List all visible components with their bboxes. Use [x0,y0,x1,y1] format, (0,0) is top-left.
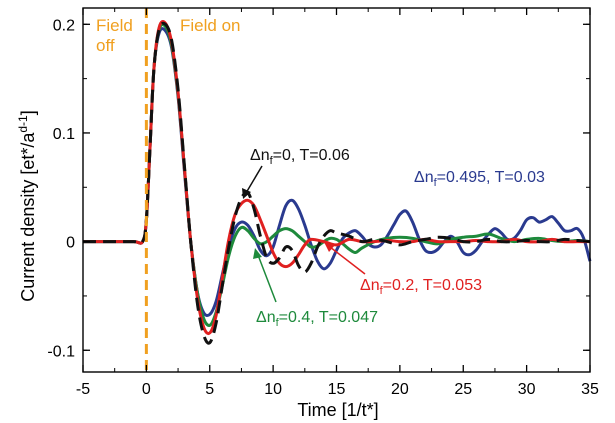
y-axis-title-main: Current density [et*/a [18,132,38,302]
annotation-label-series-4: Δnf=0.495, T=0.03 [414,169,545,189]
y-tick-label: -0.1 [47,343,75,360]
y-axis-title-tail: ] [18,110,38,115]
y-axis-title-sup: d-1 [16,115,30,133]
x-axis-title: Time [1/t*] [297,400,378,420]
x-tick-label: 30 [518,381,536,398]
annotation-arrowhead-series-3 [253,248,262,259]
series-layer [82,20,592,345]
series-line-1 [82,21,591,345]
y-axis: -0.1 0 0.1 0.2 [47,17,590,360]
x-tick-label: 0 [142,381,151,398]
annotation-label-series-3: Δnf=0.4, T=0.047 [256,309,378,329]
annotation-series-2: Δnf=0.2, T=0.053 [324,242,482,297]
annotation-series-3: Δnf=0.4, T=0.047 [253,248,378,329]
series-line-2 [82,20,590,335]
x-tick-label: 20 [391,381,409,398]
annotation-label-series-1: Δnf=0, T=0.06 [250,147,350,167]
field-off-label-line2: off [96,36,115,55]
x-tick-label: 10 [264,381,282,398]
y-tick-label: 0 [66,235,75,252]
y-tick-label: 0.2 [53,17,75,34]
annotation-series-4: Δnf=0.495, T=0.03 [414,169,545,189]
x-tick-label: 25 [454,381,472,398]
y-tick-label: 0.1 [53,126,75,143]
annotation-arrowhead-series-1 [242,188,251,199]
x-tick-label: 15 [328,381,346,398]
annotation-arrow-series-3 [257,254,277,303]
annotation-label-series-2: Δnf=0.2, T=0.053 [360,277,482,297]
annotation-series-1: Δnf=0, T=0.06 [242,147,350,199]
y-axis-title: Current density [et*/ad-1] [16,110,38,301]
annotation-arrowhead-series-2 [324,242,335,252]
annotation-arrow-series-1 [245,165,263,194]
x-tick-label: 35 [581,381,599,398]
annotation-arrow-series-2 [329,246,366,275]
field-on-label: Field on [180,16,240,35]
x-tick-label: -5 [76,381,90,398]
x-axis: -5 0 5 10 15 20 25 30 35 [76,8,599,398]
field-off-label-line1: Field [96,16,133,35]
x-tick-label: 5 [205,381,214,398]
